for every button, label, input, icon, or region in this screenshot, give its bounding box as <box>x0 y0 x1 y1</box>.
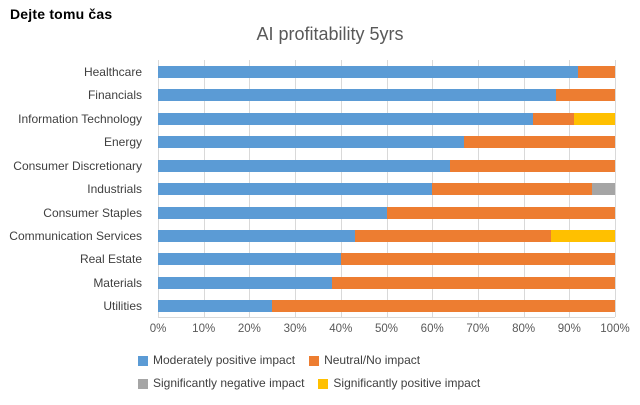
category-label: Consumer Staples <box>43 205 142 220</box>
x-tick-label: 80% <box>512 323 536 335</box>
legend-item: Significantly positive impact <box>318 376 480 391</box>
x-tick-label: 30% <box>283 323 307 335</box>
bar-segment <box>464 136 615 149</box>
bar-segment <box>354 229 551 242</box>
category-label: Consumer Discretionary <box>13 158 142 173</box>
bar-segment <box>551 229 615 242</box>
category-label: Industrials <box>87 182 142 196</box>
bar-row <box>158 136 615 149</box>
bar-segment <box>158 276 332 289</box>
x-tick-label: 60% <box>420 323 444 335</box>
bar-row <box>158 159 615 172</box>
bar-segment <box>158 89 556 102</box>
category-label: Financials <box>87 88 142 103</box>
bar-segment <box>340 253 615 266</box>
bar-row <box>158 300 615 313</box>
plot-area <box>158 60 616 318</box>
gridline <box>615 60 616 317</box>
category-axis: Healthcare Financials Information Technolo… <box>0 60 150 318</box>
bar-segment <box>578 65 615 78</box>
bar-segment <box>272 300 615 313</box>
legend-item: Moderately positive impact <box>138 353 295 368</box>
x-tick-label: 40% <box>329 323 353 335</box>
bar-segment <box>158 229 355 242</box>
legend-label: Significantly positive impact <box>333 376 481 390</box>
bar-segment <box>158 300 273 313</box>
x-tick-label: 0% <box>149 323 167 335</box>
legend-item: Neutral/No impact <box>309 353 420 368</box>
bar-segment <box>532 112 574 125</box>
bar-segment <box>573 112 615 125</box>
bar-segment <box>158 65 579 78</box>
x-tick-label: 70% <box>466 323 490 335</box>
bar-segment <box>158 159 451 172</box>
bar-segment <box>592 183 615 195</box>
legend-marker-icon <box>318 378 329 389</box>
x-tick-label: 10% <box>192 323 216 335</box>
legend-label: Significantly negative impact <box>153 376 305 390</box>
bar-segment <box>158 136 465 149</box>
legend-item: Significantly negative impact <box>138 376 304 391</box>
x-tick-label: 50% <box>374 323 399 335</box>
bar-segment <box>432 183 593 195</box>
x-tick-label: 20% <box>237 323 261 335</box>
bar-row <box>158 206 615 219</box>
bar-segment <box>158 253 341 266</box>
category-label: Communication Services <box>9 228 142 243</box>
category-label: Materials <box>93 275 142 290</box>
legend: Moderately positive impact Neutral/No imp… <box>138 353 518 391</box>
bar-row <box>158 65 615 78</box>
x-tick-label: 100% <box>600 323 630 335</box>
chart-title: AI profitability 5yrs <box>256 24 404 44</box>
bar-segment <box>555 89 615 102</box>
value-axis: 0% 10% 20% 30% 40% 50% 60% 70% 80% 90% 100% <box>150 323 630 339</box>
bar-segment <box>158 183 433 195</box>
legend-label: Neutral/No impact <box>324 353 421 367</box>
category-label: Energy <box>103 135 142 150</box>
bar-segment <box>450 159 615 172</box>
bar-row <box>158 229 615 242</box>
bar-row <box>158 183 615 195</box>
bar-row <box>158 253 615 266</box>
category-label: Real Estate <box>79 252 142 267</box>
category-label: Utilities <box>103 299 142 314</box>
bar-segment <box>331 276 615 289</box>
legend-label: Moderately positive impact <box>153 353 296 367</box>
legend-marker-icon <box>309 355 320 366</box>
bar-segment <box>386 206 615 219</box>
x-tick-label: 90% <box>557 323 581 335</box>
bar-segment <box>158 206 387 219</box>
bar-row <box>158 276 615 289</box>
legend-marker-icon <box>138 378 148 389</box>
bar-segment <box>158 112 533 125</box>
bar-row <box>158 89 615 102</box>
legend-marker-icon <box>138 355 148 366</box>
category-label: Healthcare <box>83 64 142 79</box>
bar-row <box>158 112 615 125</box>
category-label: Information Technology <box>18 111 142 126</box>
page-title: Dejte tomu čas <box>10 6 113 22</box>
